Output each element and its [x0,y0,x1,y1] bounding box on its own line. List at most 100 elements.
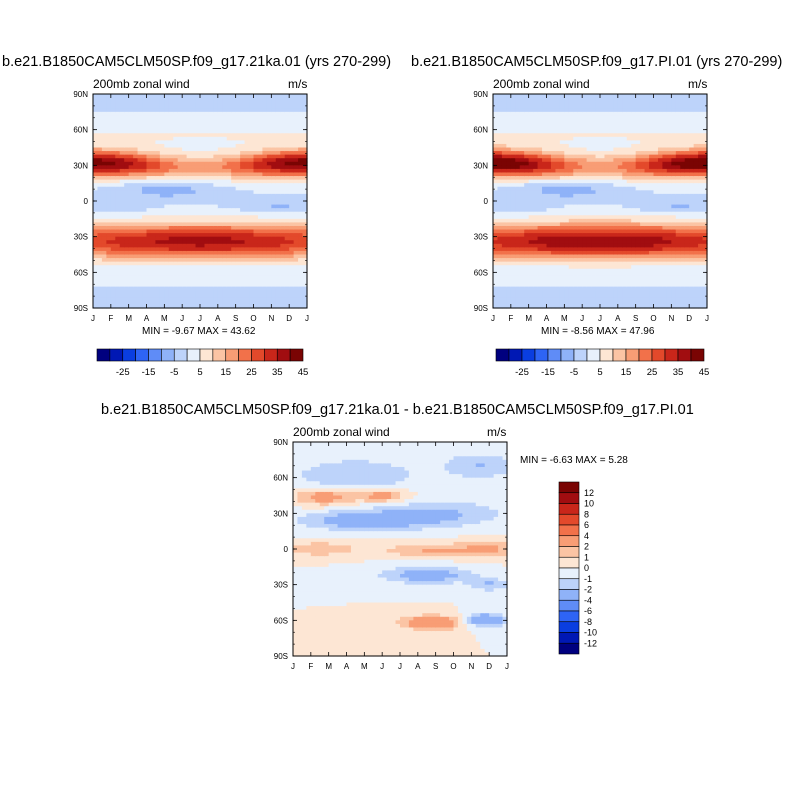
heatmap-cell [164,233,170,238]
heatmap-cell [497,133,503,138]
heatmap-cell [110,247,116,252]
heatmap-cell [559,250,565,256]
heatmap-cell [115,179,121,184]
heatmap-cell [159,293,165,298]
heatmap-cell [133,94,139,99]
heatmap-cell [559,197,565,202]
heatmap-cell [213,101,219,106]
heatmap-cell [542,275,548,281]
heatmap-cell [608,304,614,309]
heatmap-cell [253,94,259,99]
heatmap-cell [501,201,507,206]
heatmap-cell [284,275,290,281]
heatmap-cell [93,165,99,170]
heatmap-cell [582,218,588,223]
heatmap-cell [142,115,148,120]
heatmap-cell [222,193,228,199]
heatmap-cell [240,104,246,109]
heatmap-cell [137,101,143,106]
heatmap-cell [249,229,255,234]
heatmap-cell [555,126,561,131]
heatmap-cell [519,176,525,181]
heatmap-cell [266,240,272,245]
heatmap-cell [280,233,286,238]
heatmap-cell [591,218,597,223]
heatmap-cell [124,193,130,199]
heatmap-cell [101,118,107,124]
heatmap-cell [253,183,259,188]
heatmap-cell [275,143,281,149]
heatmap-cell [595,268,601,273]
heatmap-cell [257,143,264,149]
heatmap-cell [506,104,512,109]
heatmap-cell [275,258,281,263]
heatmap-cell [546,304,552,309]
heatmap-cell [577,122,583,127]
heatmap-cell [533,247,539,252]
heatmap-cell [159,136,165,141]
heatmap-cell [302,304,308,309]
heatmap-cell [577,286,583,291]
heatmap-cell [128,108,134,113]
heatmap-cell [222,258,228,263]
heatmap-cell [568,197,574,202]
heatmap-cell [537,272,543,277]
heatmap-cell [142,108,148,113]
heatmap-cell [110,101,116,106]
heatmap-cell [168,161,174,166]
heatmap-cell [537,240,543,245]
heatmap-cell [253,115,259,120]
heatmap-cell [253,297,259,302]
heatmap-cell [235,293,241,298]
heatmap-cell [555,111,561,116]
heatmap-cell [222,140,228,145]
heatmap-cell [186,186,192,191]
heatmap-cell [231,165,237,170]
heatmap-cell [173,129,179,134]
heatmap-cell [631,129,637,134]
heatmap-cell [564,115,570,120]
heatmap-cell [298,154,304,159]
heatmap-cell [635,97,641,102]
heatmap-cell [533,286,539,291]
heatmap-cell [506,201,512,206]
heatmap-cell [555,283,561,288]
heatmap-cell [586,293,592,298]
heatmap-cell [293,94,299,99]
heatmap-cell [635,225,641,231]
heatmap-cell [506,172,512,177]
heatmap-cell [289,236,295,241]
heatmap-cell [159,204,165,209]
heatmap-cell [577,261,583,266]
heatmap-cell [208,211,214,216]
heatmap-cell [289,190,295,195]
heatmap-cell [582,133,588,138]
heatmap-cell [293,108,299,113]
heatmap-cell [249,236,255,241]
heatmap-cell [119,118,125,124]
heatmap-cell [253,208,259,213]
heatmap-cell [253,286,259,291]
heatmap-cell [124,272,130,277]
heatmap-cell [542,151,548,156]
heatmap-cell [564,222,570,227]
heatmap-cell [577,186,583,191]
heatmap-cell [510,161,516,166]
heatmap-cell [617,186,623,191]
heatmap-cell [559,147,565,152]
heatmap-cell [577,108,583,113]
heatmap-cell [150,240,157,245]
heatmap-cell [617,240,623,245]
heatmap-cell [146,118,152,124]
heatmap-cell [213,136,219,141]
heatmap-cell [582,304,588,309]
heatmap-cell [293,193,299,199]
heatmap-cell [275,140,281,145]
heatmap-cell [613,243,619,248]
heatmap-cell [595,129,601,134]
heatmap-cell [595,147,601,152]
heatmap-cell [542,208,548,213]
heatmap-cell [608,126,614,131]
heatmap-cell [93,268,99,273]
heatmap-cell [159,101,165,106]
